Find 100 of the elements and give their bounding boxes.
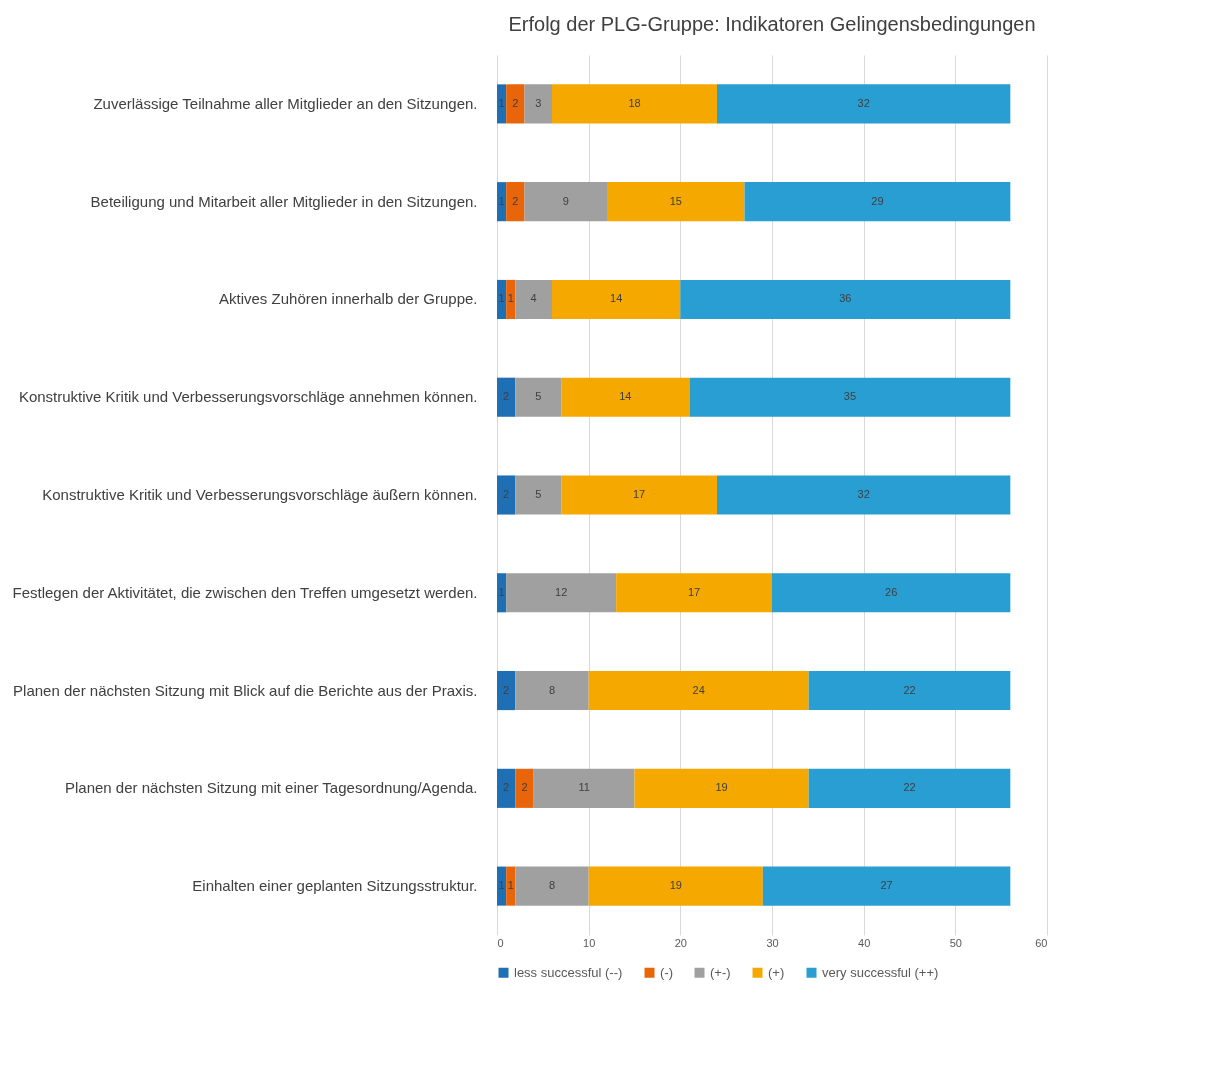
data-label: 24 [692,683,705,696]
data-label: 4 [530,292,537,305]
bar [515,768,534,808]
data-label: 1 [507,879,514,892]
data-label: 14 [619,390,632,403]
bar [515,671,589,711]
bar [717,84,1011,124]
data-label: 22 [903,781,916,794]
bar [515,279,552,319]
bar [497,377,516,417]
bar [680,279,1011,319]
data-label: 36 [839,292,852,305]
legend-label: very successful (++) [822,964,939,980]
x-tick-label: 10 [583,936,596,949]
data-label: 2 [521,781,528,794]
x-tick-label: 0 [497,936,504,949]
data-label: 5 [535,390,542,403]
data-label: 29 [871,194,884,207]
data-label: 32 [857,488,870,500]
bar [588,671,809,711]
data-label: 19 [715,781,728,794]
legend-label: (+) [768,964,785,980]
bar [588,866,763,906]
bar [497,866,507,906]
bar [524,84,552,124]
y-tick-label: Planen der nächsten Sitzung mit Blick auf die Berichte aus der Praxis. [13,681,478,699]
y-tick-label: Festlegen der Aktivitätet, die zwischen den Treffen umgesetzt werden. [12,583,478,601]
data-label: 1 [498,879,505,892]
bar [552,279,681,319]
bar [506,279,516,319]
bar [497,573,507,613]
bar [762,866,1011,906]
bar [561,377,690,417]
bar [717,475,1011,515]
data-label: 12 [555,585,568,598]
data-label: 2 [503,488,510,500]
legend-label: less successful (--) [514,964,623,980]
bar [524,182,607,222]
bar [506,866,516,906]
data-label: 17 [632,488,646,500]
y-tick-label: Beteiligung und Mitarbeit aller Mitglieder in den Sitzungen. [90,192,478,210]
data-label: 19 [669,879,682,892]
x-tick-label: 50 [949,936,962,949]
data-label: 18 [628,96,641,109]
data-label: 14 [610,292,623,305]
data-label: 3 [535,96,542,109]
data-label: 5 [535,488,542,500]
data-label: 2 [503,390,510,403]
bar [515,377,562,417]
data-label: 17 [687,585,701,598]
data-label: 32 [857,96,870,109]
data-label: 2 [512,96,519,109]
x-tick-label: 30 [766,936,779,949]
data-label: 9 [562,194,569,207]
data-label: 2 [503,781,510,794]
bar [497,671,516,711]
data-label: 22 [903,683,916,696]
data-label: 2 [503,683,510,696]
bar [506,182,525,222]
bar [497,84,507,124]
data-label: 2 [512,194,519,207]
bar [497,182,507,222]
bar [689,377,1011,417]
y-tick-label: Zuverlässige Teilnahme aller Mitglieder an den Sitzungen. [93,94,478,112]
bar [497,768,516,808]
bar [506,573,617,613]
data-label: 1 [498,292,505,305]
legend-label: (-) [660,964,673,980]
x-tick-label: 60 [1035,936,1048,949]
bar [506,84,525,124]
bar [634,768,809,808]
data-label: 8 [548,683,556,696]
bar [552,84,717,124]
y-tick-label: Aktives Zuhören innerhalb der Gruppe. [219,290,478,308]
bar [772,573,1011,613]
data-label: 1 [498,194,505,207]
bar [561,475,717,515]
x-tick-label: 20 [674,936,687,949]
bar [515,866,589,906]
data-label: 26 [885,585,898,598]
data-label: 1 [498,96,505,109]
bar [497,279,507,319]
bar [497,475,516,515]
y-tick-label: Einhalten einer geplanten Sitzungsstruktur. [192,877,478,895]
bar [515,475,562,515]
y-tick-label: Konstruktive Kritik und Verbesserungsvorschläge annehmen können. [18,388,478,406]
data-label: 15 [669,194,682,207]
bar [808,768,1011,808]
bar [616,573,772,613]
legend-label: (+-) [710,964,731,980]
data-label: 1 [507,292,514,305]
data-label: 11 [578,781,590,794]
x-tick-label: 40 [858,936,871,949]
chart-title: Erfolg der PLG-Gruppe: Indikatoren Gelingensbedingungen [508,13,1036,35]
y-tick-label: Planen der nächsten Sitzung mit einer Tagesordnung/Agenda. [64,779,478,797]
data-label: 1 [498,585,505,598]
bar [808,671,1011,711]
y-tick-label: Konstruktive Kritik und Verbesserungsvorschläge äußern können. [42,486,478,503]
bar [744,182,1011,222]
bar [533,768,635,808]
